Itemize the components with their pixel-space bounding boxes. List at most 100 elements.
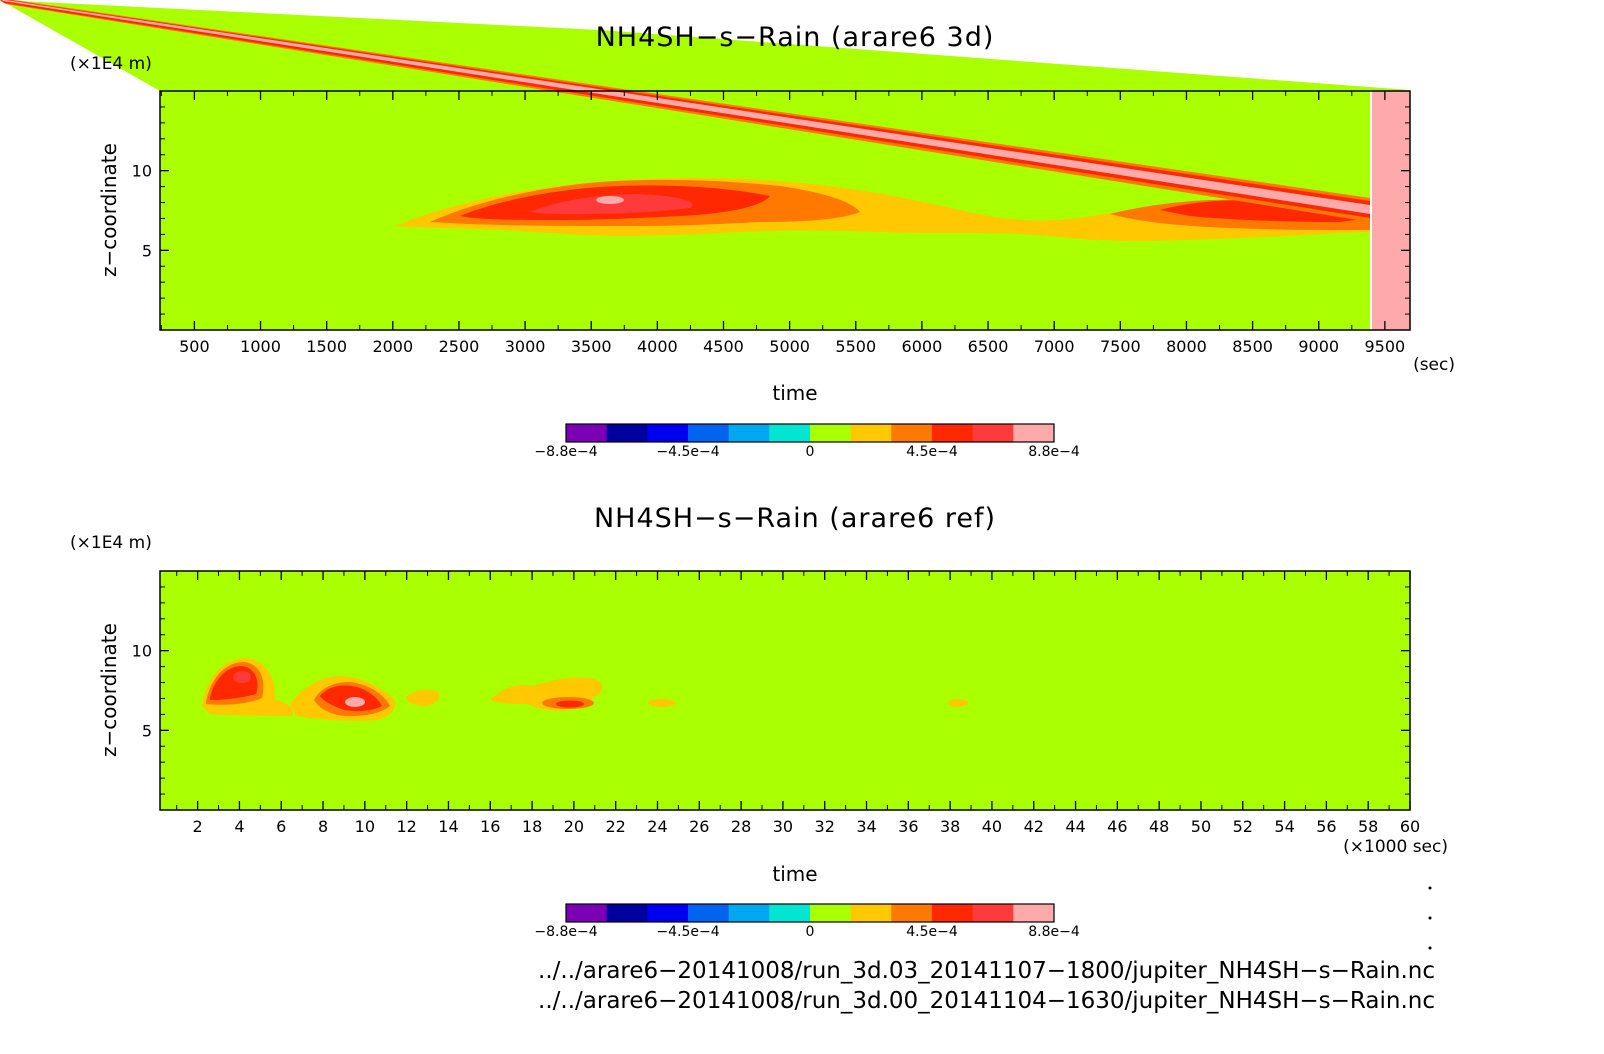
colorbar-label: 4.5e−4 (906, 924, 958, 940)
colorbar-swatch (728, 904, 770, 922)
falling-band-red (0, 0, 1370, 218)
y-tick-label: 5 (142, 721, 152, 740)
x-tick-label: 5500 (835, 337, 876, 356)
x-tick-label: 8500 (1232, 337, 1273, 356)
panel-3d: 500 1000 1500 2000 2500 3000 3500 4000 4500 5000 5… (0, 0, 1455, 460)
colorbar-label: −4.5e−4 (656, 924, 719, 940)
colorbar-swatch (606, 904, 648, 922)
colorbar-swatch (1013, 904, 1055, 922)
x-tick-label: 6 (276, 817, 286, 836)
panel-ref: 2 4 6 8 10 12 14 16 18 20 22 24 26 28 30 32 34 36 38 40 42 44… (70, 503, 1448, 940)
x-tick-label: 1000 (240, 337, 281, 356)
cell-1-core (233, 671, 251, 683)
colorbar-swatch (850, 904, 892, 922)
x-tick-label: 7000 (1034, 337, 1075, 356)
colorbar-swatch (810, 424, 852, 442)
marker-dot (1428, 886, 1432, 890)
x-tick-label: 42 (1024, 817, 1044, 836)
cell-6 (948, 699, 968, 707)
marker-dot (1428, 916, 1432, 920)
chart-title-1: NH4SH−s−Rain (arare6 3d) (596, 22, 995, 53)
colorbar-swatch (810, 904, 852, 922)
x-tick-label: 52 (1233, 817, 1253, 836)
x-tick-label: 44 (1065, 817, 1085, 836)
cell-2-core (345, 697, 365, 707)
x-tick-label: 32 (815, 817, 835, 836)
marker-dot (1428, 946, 1432, 950)
x-tick-label: 4 (234, 817, 244, 836)
x-tick-label: 14 (438, 817, 458, 836)
x-tick-label: 38 (940, 817, 960, 836)
colorbar-swatch (972, 424, 1014, 442)
x-tick-label: 24 (647, 817, 667, 836)
colorbar-swatch (932, 904, 974, 922)
colorbar-label: 0 (806, 444, 815, 460)
colorbar-label: 0 (806, 924, 815, 940)
x-tick-label: 7500 (1100, 337, 1141, 356)
x-tick-label: 16 (480, 817, 500, 836)
colorbar-swatch (606, 424, 648, 442)
file-path-1: ../../arare6−20141008/run_3d.03_20141107… (538, 958, 1435, 984)
colorbar-swatch (769, 424, 811, 442)
x-tick-label: 4000 (637, 337, 678, 356)
x-tick-label: 5000 (769, 337, 810, 356)
colorbar-swatch (891, 904, 933, 922)
colorbar-frame (565, 423, 1055, 443)
overflow-wedge-upper (0, 0, 1410, 91)
x-tick-label: 12 (396, 817, 416, 836)
x-tick-label: 9500 (1365, 337, 1406, 356)
colorbar-swatch (688, 904, 730, 922)
x-tick-label: 50 (1191, 817, 1211, 836)
x-tick-label: 9000 (1298, 337, 1339, 356)
colorbar-2: −8.8e−4 −4.5e−4 0 4.5e−4 8.8e−4 (534, 903, 1080, 940)
x-tick-label: 2 (193, 817, 203, 836)
file-path-2: ../../arare6−20141008/run_3d.00_20141104… (538, 988, 1435, 1014)
colorbar-label: −4.5e−4 (656, 444, 719, 460)
x-tick-label: 6000 (902, 337, 943, 356)
colorbar-swatch (932, 424, 974, 442)
cloud-layer-red (460, 185, 1370, 222)
x-tick-label: 8000 (1166, 337, 1207, 356)
x-axis-label-2: time (772, 862, 817, 886)
colorbar-1: −8.8e−4 −4.5e−4 0 4.5e−4 8.8e−4 (534, 423, 1080, 460)
x-tick-label: 4500 (703, 337, 744, 356)
falling-band-pink (2, 0, 1370, 214)
x-tick-label: 30 (773, 817, 793, 836)
colorbar-swatch (972, 904, 1014, 922)
colorbar-swatch (566, 424, 608, 442)
colorbar-frame (565, 903, 1055, 923)
x-tick-label: 46 (1107, 817, 1127, 836)
column-edge (1370, 91, 1372, 330)
x-tick-label: 2000 (372, 337, 413, 356)
x-axis-label-1: time (772, 381, 817, 405)
x-tick-label: 60 (1400, 817, 1420, 836)
cell-3 (406, 689, 440, 706)
x-unit-2: (×1000 sec) (1343, 837, 1448, 857)
y-unit-1: (×1E4 m) (70, 54, 152, 74)
y-tick-label: 10 (132, 162, 152, 181)
cloud-layer-peak (596, 196, 624, 204)
y-axis-label-2: z−coordinate (97, 623, 121, 757)
x-tick-label: 3000 (505, 337, 546, 356)
x-tick-label: 58 (1358, 817, 1378, 836)
colorbar-label: 4.5e−4 (906, 444, 958, 460)
cell-5 (648, 699, 676, 707)
colorbar-swatch (566, 904, 608, 922)
cloud-layer-red2 (530, 194, 693, 214)
axis-ticks-2: 2 4 6 8 10 12 14 16 18 20 22 24 26 28 30 32 34 36 38 40 42 44… (132, 571, 1420, 836)
x-tick-label: 34 (856, 817, 876, 836)
colorbar-label: 8.8e−4 (1028, 444, 1080, 460)
x-tick-label: 54 (1274, 817, 1294, 836)
colorbar-swatch (728, 424, 770, 442)
x-tick-label: 500 (179, 337, 210, 356)
plot-frame-1 (159, 90, 1411, 331)
x-tick-label: 40 (982, 817, 1002, 836)
colorbar-label: −8.8e−4 (534, 444, 597, 460)
x-tick-label: 20 (564, 817, 584, 836)
y-tick-label: 10 (132, 642, 152, 661)
chart-title-2: NH4SH−s−Rain (arare6 ref) (594, 503, 996, 534)
y-unit-2: (×1E4 m) (70, 533, 152, 553)
colorbar-swatch (891, 424, 933, 442)
y-tick-label: 5 (142, 241, 152, 260)
